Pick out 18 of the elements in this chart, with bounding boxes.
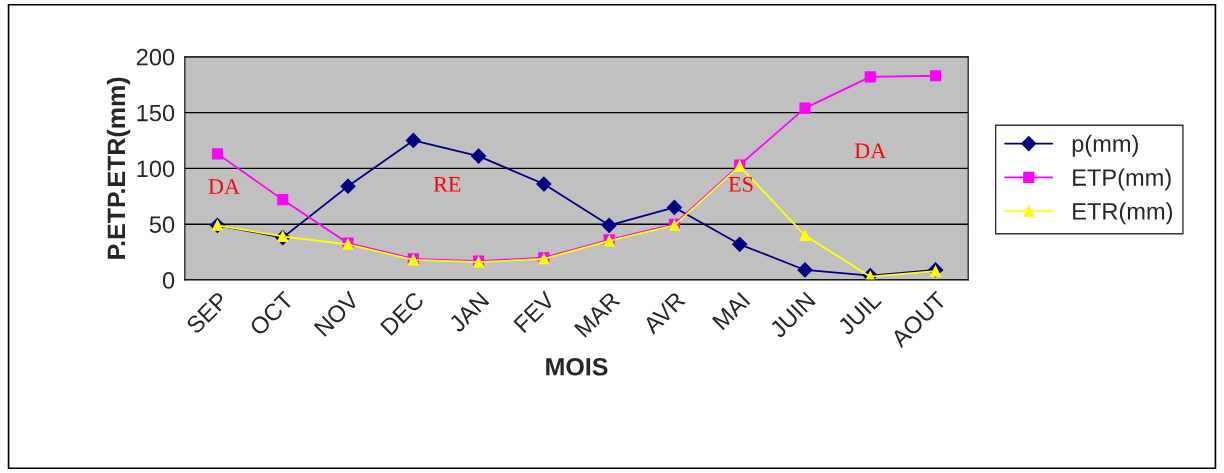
legend-label: ETP(mm) [1073, 168, 1171, 191]
annotation: DA [854, 143, 887, 159]
legend-label: ETR(mm) [1073, 202, 1173, 225]
x-tick-label: JUIL [836, 290, 882, 337]
y-tick-label: 150 [137, 104, 175, 122]
y-tick-label: 50 [149, 216, 175, 233]
y-tick-label: 200 [136, 48, 175, 66]
x-axis-title: MOIS [546, 357, 608, 376]
x-tick-label: SEP [185, 291, 229, 335]
annotation: ES [728, 176, 753, 192]
annotation: DA [208, 179, 240, 194]
y-axis-title: P.ETP.ETR(mm) [106, 77, 131, 259]
y-tick-label: 100 [137, 160, 175, 178]
x-tick-label: MAI [712, 291, 751, 331]
annotation: RE [433, 177, 461, 192]
legend-label: p(mm) [1072, 134, 1138, 157]
x-tick-label: JAN [447, 291, 490, 334]
y-tick-label: 0 [162, 272, 175, 289]
